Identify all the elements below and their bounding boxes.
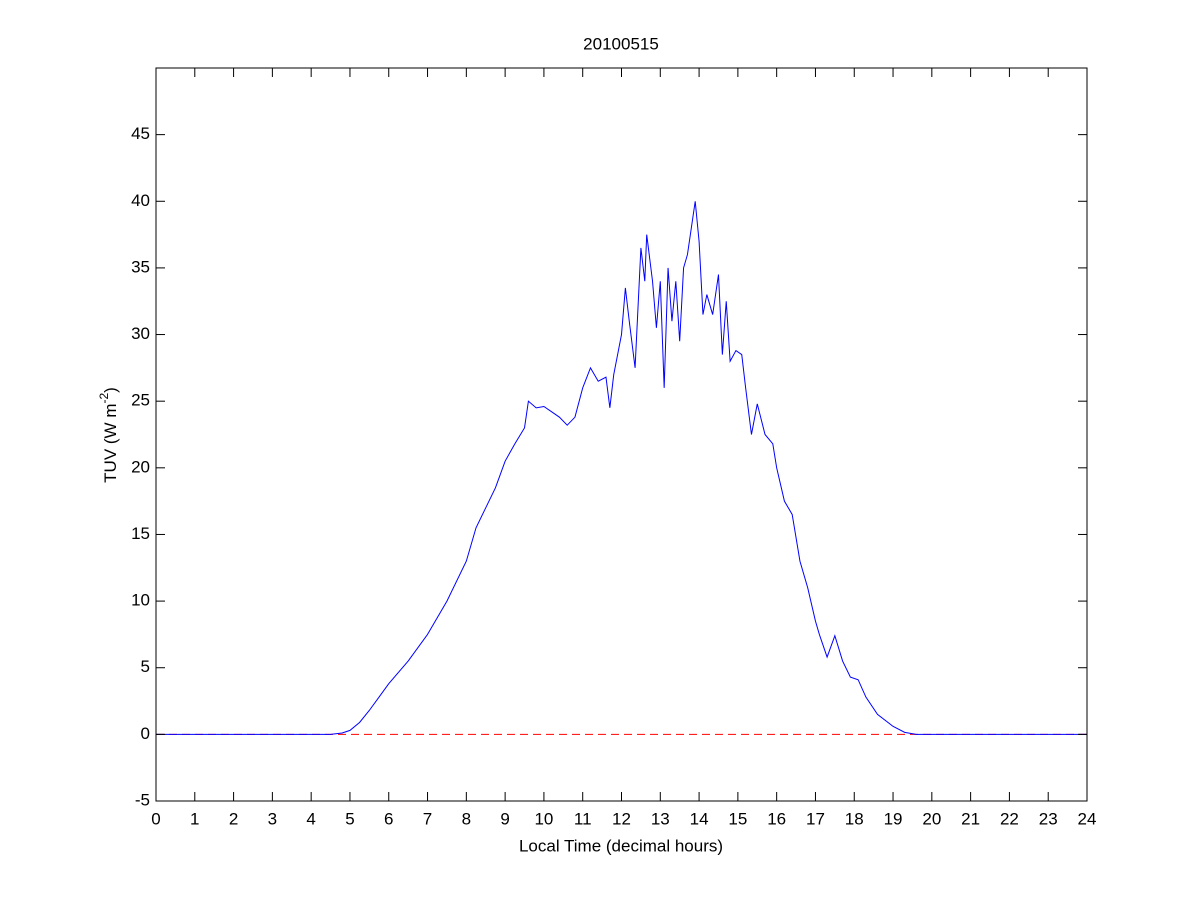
y-tick-label: 25 [131,391,150,410]
x-tick-label: 17 [806,809,825,828]
x-tick-label: 3 [268,809,277,828]
x-tick-label: 18 [845,809,864,828]
x-tick-label: 24 [1078,809,1097,828]
x-tick-label: 7 [423,809,432,828]
x-tick-label: 0 [151,809,160,828]
y-tick-label: 0 [141,724,150,743]
y-tick-label: 20 [131,457,150,476]
x-tick-label: 19 [884,809,903,828]
y-axis-label-suffix: ) [101,387,120,393]
x-tick-label: 11 [574,809,592,828]
x-tick-label: 8 [462,809,471,828]
y-axis-label-sup: -2 [97,393,111,404]
x-tick-label: 2 [229,809,238,828]
x-tick-label: 4 [306,809,315,828]
y-tick-label: 10 [131,591,150,610]
x-tick-label: 9 [500,809,509,828]
x-tick-label: 1 [190,809,199,828]
x-tick-label: 20 [922,809,941,828]
y-axis-label-text: TUV (W m [101,404,120,483]
x-tick-label: 14 [690,809,709,828]
y-tick-label: 40 [131,191,150,210]
x-tick-label: 13 [651,809,670,828]
x-tick-label: 21 [961,809,980,828]
x-tick-label: 15 [728,809,747,828]
data-line [156,201,1087,735]
y-tick-label: 35 [131,257,150,276]
x-tick-label: 6 [384,809,393,828]
x-axis-label: Local Time (decimal hours) [519,836,723,855]
y-tick-label: 15 [131,524,150,543]
chart-title: 20100515 [583,34,659,53]
x-tick-label: 22 [1000,809,1019,828]
y-axis-label: TUV (W m-2) [97,387,120,483]
x-tick-label: 23 [1039,809,1058,828]
x-tick-label: 16 [767,809,786,828]
y-tick-label: 45 [131,124,150,143]
y-tick-label: 5 [141,657,150,676]
y-tick-label: 30 [131,324,150,343]
x-tick-label: 10 [534,809,553,828]
y-tick-label: -5 [135,790,150,809]
x-tick-label: 5 [345,809,354,828]
x-tick-label: 12 [612,809,631,828]
